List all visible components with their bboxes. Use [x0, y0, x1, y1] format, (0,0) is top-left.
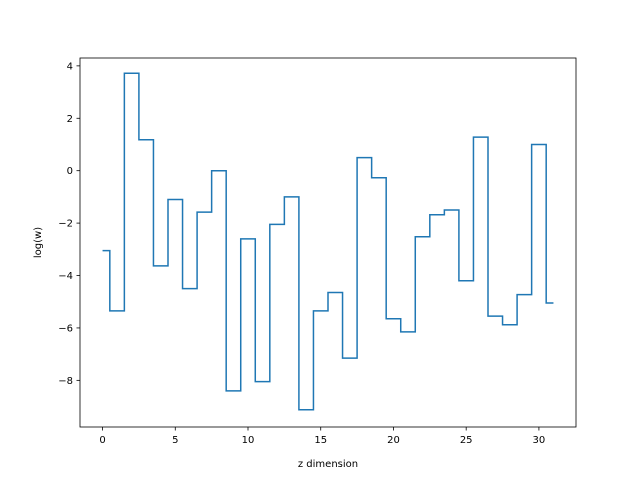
y-tick-label: −6 [58, 323, 73, 334]
x-tick-label: 20 [387, 435, 400, 446]
y-tick-label: 2 [67, 114, 73, 125]
x-tick-label: 5 [172, 435, 178, 446]
y-axis-label: log(w) [33, 227, 44, 258]
y-tick-label: −4 [58, 271, 73, 282]
y-tick-label: 0 [67, 166, 73, 177]
x-tick-label: 25 [460, 435, 473, 446]
x-tick-label: 10 [242, 435, 255, 446]
y-tick-label: 4 [67, 61, 73, 72]
y-tick-label: −8 [58, 376, 73, 387]
axes-frame [79, 57, 577, 428]
x-axis-label: z dimension [298, 459, 358, 470]
x-axis-ticks: 0 5 10 15 20 25 30 [99, 427, 545, 446]
x-tick-label: 0 [99, 435, 105, 446]
y-axis-ticks: −8 −6 −4 −2 0 2 4 [58, 61, 80, 387]
y-tick-label: −2 [58, 219, 73, 230]
x-tick-label: 30 [533, 435, 546, 446]
series-step-line [102, 72, 554, 411]
plot-area [102, 72, 554, 411]
x-tick-label: 15 [314, 435, 327, 446]
